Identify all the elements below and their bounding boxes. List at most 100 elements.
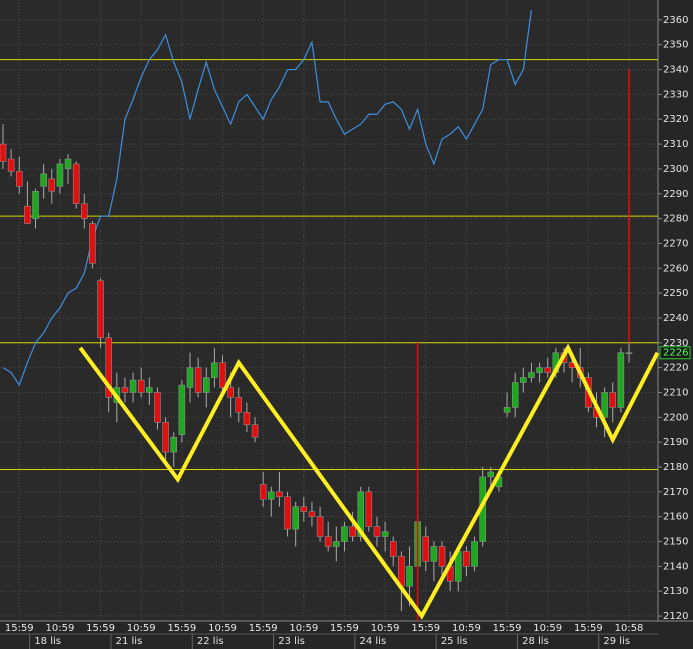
y-tick-label: 2130 (663, 586, 688, 597)
x-tick-label: 10:59 (533, 623, 562, 634)
candle-body (373, 526, 381, 537)
candle-body (178, 384, 186, 435)
pattern-line (78, 343, 660, 620)
x-tick-label: 15:59 (493, 623, 522, 634)
date-label: 28 lis (522, 636, 549, 647)
y-tick-label: 2200 (663, 412, 688, 423)
y-tick-label: 2360 (663, 15, 688, 26)
y-tick-label: 2170 (663, 487, 688, 498)
y-tick-label: 2260 (663, 263, 688, 274)
last-price-label: 2226 (663, 348, 688, 359)
y-tick-label: 2240 (663, 313, 688, 324)
y-tick-label: 2320 (663, 114, 688, 125)
candle-body (194, 367, 202, 393)
date-label: 25 lis (441, 636, 468, 647)
candle-body (422, 536, 430, 562)
candle-body (211, 362, 218, 378)
candle-body (154, 392, 161, 423)
candle-body (81, 203, 88, 219)
y-tick-label: 2300 (663, 164, 688, 175)
candle-body (251, 424, 259, 438)
y-tick-label: 2160 (663, 512, 688, 523)
candle-body (72, 163, 80, 204)
candle-body (268, 491, 275, 500)
candle-body (243, 412, 251, 426)
candle-body (121, 387, 129, 393)
date-label: 22 lis (197, 636, 224, 647)
x-tick-label: 15:59 (86, 623, 115, 634)
y-tick-label: 2330 (663, 89, 688, 100)
candle-body (625, 352, 633, 354)
candle-body (365, 491, 373, 527)
y-tick-label: 2120 (663, 611, 688, 622)
candle-body (129, 379, 137, 393)
y-tick-label: 2230 (663, 338, 688, 349)
candle-body (97, 280, 104, 339)
candle-body (430, 546, 438, 562)
candle-body (609, 392, 616, 408)
y-tick-label: 2140 (663, 561, 688, 572)
last-price-tag (659, 346, 691, 360)
candle-body (406, 566, 413, 587)
candle-body (300, 506, 308, 512)
date-label: 21 lis (116, 636, 143, 647)
candle-body (259, 484, 267, 500)
y-tick-label: 2310 (663, 139, 688, 150)
y-tick-label: 2250 (663, 288, 688, 299)
x-tick-label: 10:59 (127, 623, 156, 634)
candle-body (89, 223, 96, 264)
y-tick-label: 2180 (663, 462, 688, 473)
x-tick-label: 15:59 (5, 623, 34, 634)
candle-body (48, 178, 56, 192)
x-tick-label: 10:59 (45, 623, 74, 634)
y-tick-label: 2150 (663, 537, 688, 548)
date-label: 29 lis (603, 636, 630, 647)
y-tick-label: 2290 (663, 189, 688, 200)
candle-body (64, 158, 72, 170)
candle-body (284, 496, 291, 530)
candle-body (438, 546, 446, 567)
candle-body (471, 541, 478, 567)
candle-body (349, 526, 356, 537)
x-tick-label: 10:59 (289, 623, 318, 634)
candle-body (24, 205, 31, 224)
y-tick-label: 2220 (663, 363, 688, 374)
candle-body (389, 541, 397, 557)
candle-body (162, 422, 169, 453)
candle-body (105, 337, 112, 398)
candle-body (520, 377, 527, 383)
candle-body (503, 407, 511, 413)
x-tick-label: 15:59 (249, 623, 278, 634)
x-tick-label: 15:59 (167, 623, 196, 634)
candle-body (227, 387, 234, 398)
candle-body (341, 526, 348, 542)
candle-body (536, 367, 543, 373)
candle-body (146, 387, 153, 393)
x-tick-label: 10:59 (371, 623, 400, 634)
date-label: 24 lis (360, 636, 387, 647)
y-tick-label: 2190 (663, 437, 688, 448)
candle-body (601, 392, 608, 418)
candle-body (333, 541, 340, 547)
candle-body (203, 377, 210, 393)
date-label: 18 lis (34, 636, 61, 647)
x-tick-label: 10:59 (452, 623, 481, 634)
candle-body (617, 352, 625, 408)
x-tick-label: 10:59 (208, 623, 237, 634)
candle-body (235, 397, 243, 413)
candle-body (381, 531, 389, 537)
x-tick-label: 15:59 (330, 623, 359, 634)
candle-body (276, 491, 283, 498)
x-tick-label: 15:59 (574, 623, 603, 634)
candle-body (219, 362, 226, 388)
candle-body (7, 158, 15, 172)
candle-body (170, 436, 177, 453)
candle-body (487, 471, 495, 478)
candle-body (292, 506, 299, 530)
candle-body (56, 163, 64, 187)
y-tick-label: 2270 (663, 238, 688, 249)
date-label: 23 lis (278, 636, 305, 647)
y-tick-label: 2340 (663, 65, 688, 76)
x-tick-label: 15:59 (411, 623, 440, 634)
